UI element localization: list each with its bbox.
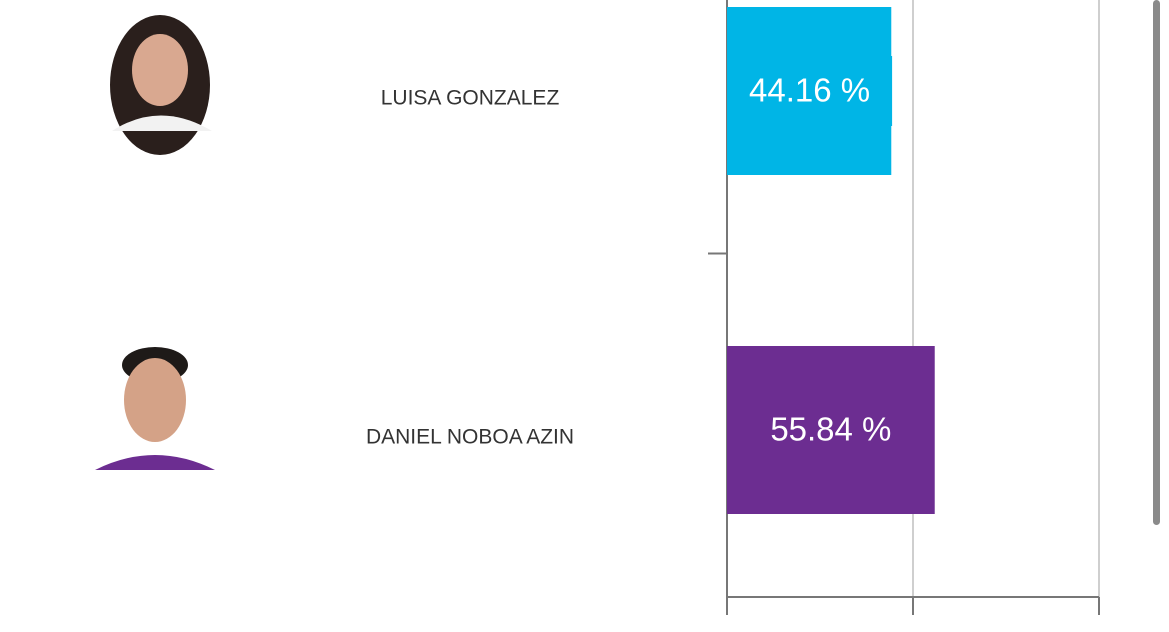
bar <box>727 346 935 514</box>
candidate-photo <box>110 15 212 155</box>
value-label: 55.84 % <box>770 411 891 448</box>
category-label: LUISA GONZALEZ <box>381 87 560 110</box>
category-label: DANIEL NOBOA AZIN <box>366 426 574 449</box>
candidate-photo <box>95 347 215 470</box>
scrollbar[interactable] <box>1153 0 1160 525</box>
value-label: 44.16 % <box>749 72 870 109</box>
value-label-background <box>727 56 893 126</box>
